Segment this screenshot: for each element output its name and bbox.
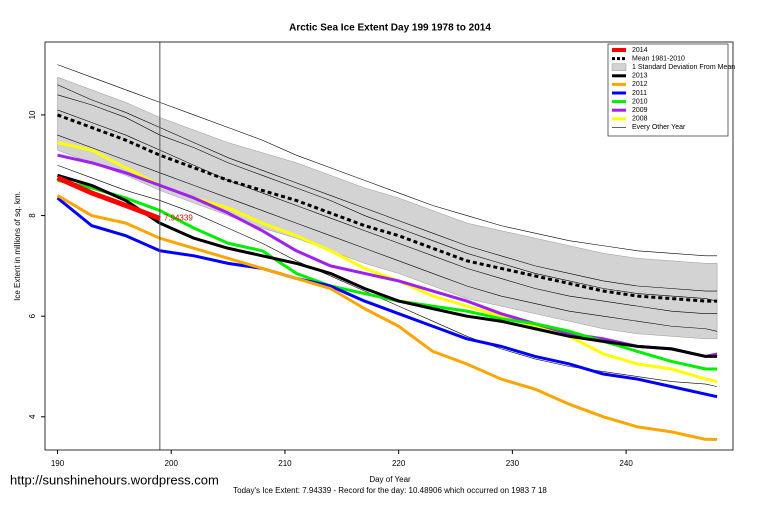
legend-box xyxy=(607,43,729,137)
other-year-line xyxy=(57,64,718,257)
other-year-line xyxy=(57,94,718,302)
x-tick-label: 210 xyxy=(278,459,292,468)
std-band xyxy=(57,76,718,340)
legend-label: 2011 xyxy=(632,90,647,97)
series-line xyxy=(56,196,718,399)
other-year-line xyxy=(57,134,718,332)
legend-label: Mean 1981-2010 xyxy=(632,55,685,62)
series-line xyxy=(57,173,718,358)
legend-label: 2010 xyxy=(632,98,648,105)
source-url: http://sunshinehours.wordpress.com xyxy=(10,472,219,487)
legend-label: 2013 xyxy=(632,73,648,80)
series-line xyxy=(56,113,718,303)
data-label: 7.94339 xyxy=(164,214,193,223)
other-year-line xyxy=(57,109,718,314)
x-tick-label: 190 xyxy=(51,459,65,468)
other-year-line xyxy=(57,84,718,292)
x-axis-label: Day of Year xyxy=(369,475,411,484)
y-tick-label: 10 xyxy=(28,110,37,119)
x-tick-label: 220 xyxy=(392,459,406,468)
x-tick-label: 240 xyxy=(619,459,633,468)
x-tick-label: 200 xyxy=(165,459,179,468)
legend-label: 1 Standard Deviation From Mean xyxy=(632,64,735,71)
series-line xyxy=(56,194,718,441)
legend-swatch xyxy=(611,63,627,71)
plot-frame xyxy=(44,41,734,451)
plot xyxy=(56,64,718,441)
y-tick-label: 8 xyxy=(28,213,37,218)
x-tick-label: 230 xyxy=(506,459,520,468)
other-year-line xyxy=(57,164,718,387)
legend-label: 2009 xyxy=(632,107,648,114)
legend-label: 2012 xyxy=(632,81,648,88)
series-line xyxy=(56,175,161,221)
chart-title: Arctic Sea Ice Extent Day 199 1978 to 20… xyxy=(289,23,491,34)
legend-label: Every Other Year xyxy=(632,124,686,131)
caption: Today's Ice Extent: 7.94339 - Record for… xyxy=(233,486,547,495)
y-axis-label: Ice Extent in millions of sq. km. xyxy=(13,191,22,301)
legend-label: 2014 xyxy=(632,47,648,54)
legend-label: 2008 xyxy=(632,116,648,123)
y-tick-label: 4 xyxy=(28,414,37,419)
y-tick-label: 6 xyxy=(28,313,37,318)
